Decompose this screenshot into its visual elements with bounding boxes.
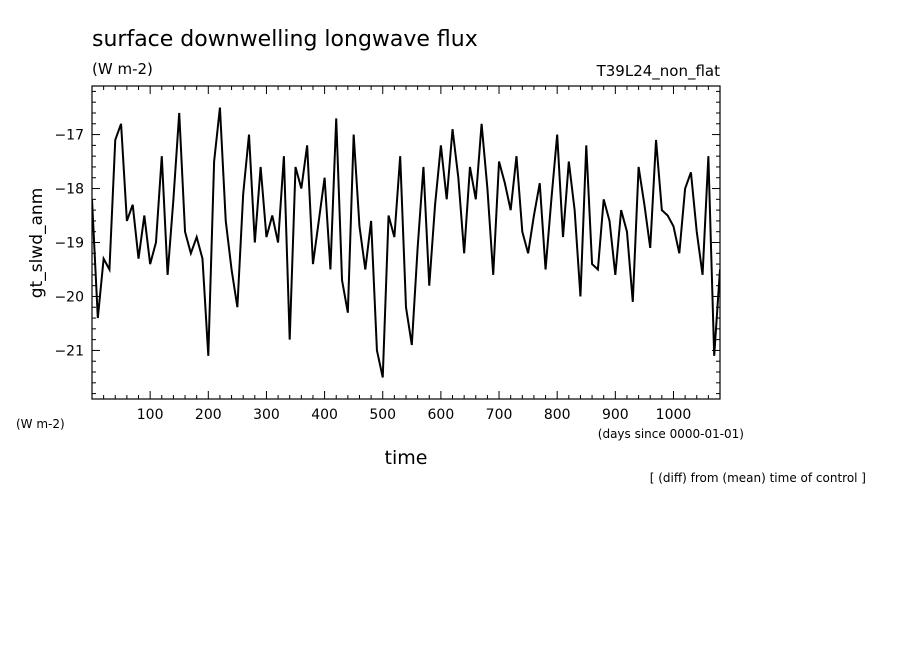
x-tick-label: 500 xyxy=(369,407,396,423)
x-tick-label: 300 xyxy=(253,407,280,423)
x-tick-label: 400 xyxy=(311,407,338,423)
diff-note: [ (diff) from (mean) time of control ] xyxy=(650,471,866,485)
x-tick-label: 200 xyxy=(195,407,222,423)
plot-frame xyxy=(91,85,721,400)
series-line-0 xyxy=(92,107,720,378)
x-tick-label: 800 xyxy=(544,407,571,423)
series-layer xyxy=(92,107,720,378)
units-left-label: (W m-2) xyxy=(16,417,65,431)
x-tick-label: 900 xyxy=(602,407,629,423)
units-top-label: (W m-2) xyxy=(92,60,153,78)
x-tick-label: 700 xyxy=(486,407,513,423)
x-tick-label: 600 xyxy=(428,407,455,423)
y-tick-label: −20 xyxy=(54,289,84,305)
y-axis: −17 −18 −19 −20 −21 xyxy=(54,90,720,395)
x-units-label: (days since 0000-01-01) xyxy=(598,427,744,441)
x-axis: 100 200 300 400 500 600 700 800 900 1000 xyxy=(103,86,709,423)
x-axis-label: time xyxy=(385,447,428,469)
y-tick-label: −21 xyxy=(54,343,84,359)
y-axis-label: gt_slwd_anm xyxy=(27,188,47,298)
y-tick-label: −18 xyxy=(54,182,84,198)
x-tick-label: 100 xyxy=(137,407,164,423)
x-tick-label: 1000 xyxy=(656,407,692,423)
run-label: T39L24_non_flat xyxy=(596,62,721,81)
y-tick-label: −17 xyxy=(54,128,84,144)
y-tick-label: −19 xyxy=(54,236,84,252)
chart-title: surface downwelling longwave flux xyxy=(92,27,478,52)
plot-area: −17 −18 −19 −20 −21 100 200 300 400 500 600 700 800… xyxy=(54,85,721,423)
